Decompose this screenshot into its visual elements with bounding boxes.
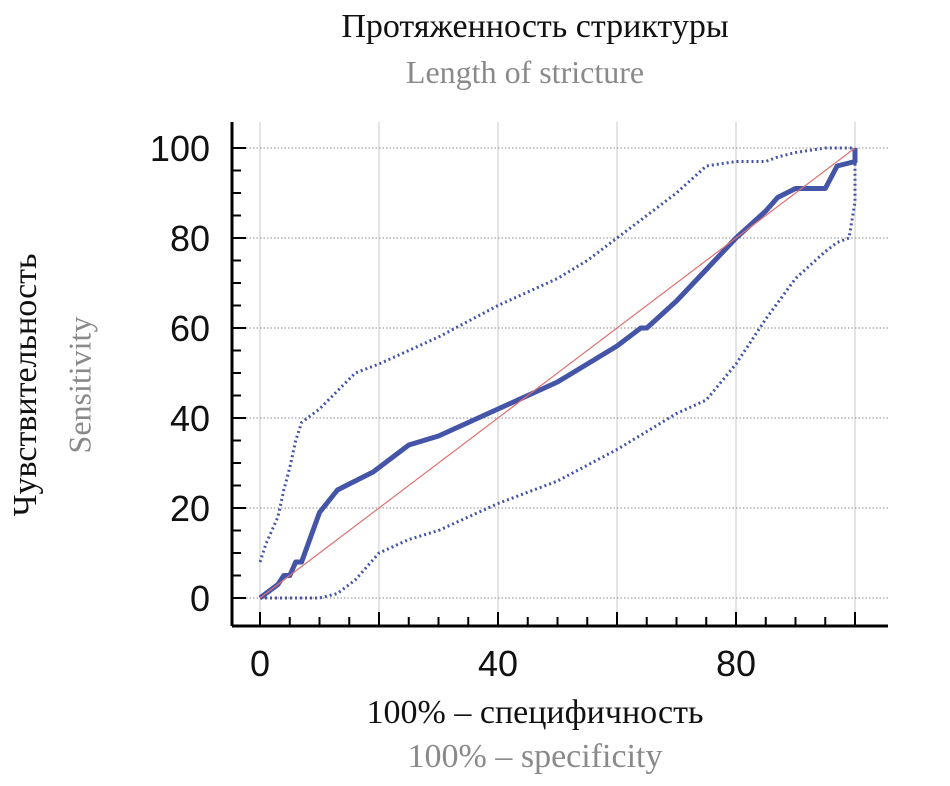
chart-subtitle: Length of stricture [405,54,645,90]
y-tick-label: 40 [170,398,210,439]
x-axis-label-en: 100% – specificity [407,738,663,775]
y-tick-label: 60 [170,308,210,349]
reference-diagonal-line [259,147,856,599]
y-tick-label: 100 [150,128,210,169]
x-tick-label: 80 [716,643,756,684]
y-tick-label: 80 [170,218,210,259]
chart-title: Протяженность стриктуры [341,8,729,45]
confidence-band-line [260,148,857,600]
x-tick-label: 0 [250,643,270,684]
y-tick-label: 0 [190,578,210,619]
roc-curve-line [258,148,858,600]
x-axis-label: 100% – специфичность [366,694,704,731]
confidence-band-line [258,146,855,563]
y-tick-label: 20 [170,488,210,529]
x-tick-label: 40 [478,643,518,684]
